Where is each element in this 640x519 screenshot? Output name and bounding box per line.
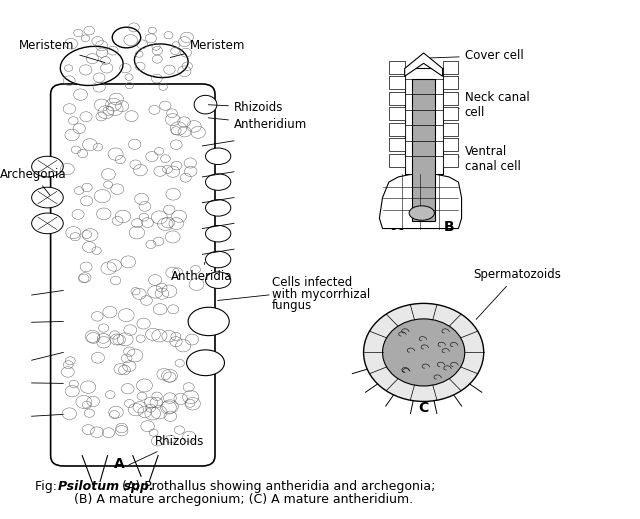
Ellipse shape <box>188 307 229 336</box>
Text: Fig:: Fig: <box>35 480 61 494</box>
Text: Meristem: Meristem <box>170 39 245 58</box>
Ellipse shape <box>205 251 231 268</box>
Polygon shape <box>389 138 404 151</box>
Polygon shape <box>443 61 458 74</box>
FancyBboxPatch shape <box>412 79 435 221</box>
Text: Spermatozoids: Spermatozoids <box>473 268 561 319</box>
Polygon shape <box>404 53 443 76</box>
Text: (B) A mature archegonium; (C) A mature antheridium.: (B) A mature archegonium; (C) A mature a… <box>74 493 413 506</box>
Ellipse shape <box>205 148 231 165</box>
Polygon shape <box>389 61 404 74</box>
Polygon shape <box>389 154 404 167</box>
Ellipse shape <box>205 272 231 289</box>
FancyBboxPatch shape <box>404 69 443 174</box>
Text: Meristem: Meristem <box>19 39 105 63</box>
Circle shape <box>194 95 217 114</box>
Text: Antheridia: Antheridia <box>171 262 232 283</box>
Polygon shape <box>389 76 404 89</box>
Ellipse shape <box>205 225 231 242</box>
Polygon shape <box>389 122 404 135</box>
Polygon shape <box>443 122 458 135</box>
Polygon shape <box>389 92 404 105</box>
Text: Cells infected: Cells infected <box>272 276 352 289</box>
Text: Neck canal
cell: Neck canal cell <box>447 91 529 119</box>
Polygon shape <box>389 107 404 120</box>
Ellipse shape <box>31 213 63 234</box>
Ellipse shape <box>60 46 123 86</box>
Text: Psilotum spp.: Psilotum spp. <box>58 480 154 494</box>
Ellipse shape <box>112 27 141 48</box>
Text: Cover cell: Cover cell <box>426 49 524 62</box>
Text: fungus: fungus <box>272 299 312 312</box>
Polygon shape <box>443 154 458 167</box>
Polygon shape <box>443 92 458 105</box>
Ellipse shape <box>186 350 225 376</box>
Polygon shape <box>443 76 458 89</box>
Text: Egg cell: Egg cell <box>383 214 429 230</box>
Ellipse shape <box>205 200 231 216</box>
Text: C: C <box>419 401 429 415</box>
Ellipse shape <box>31 156 63 177</box>
Ellipse shape <box>205 174 231 190</box>
Text: Rhizoids: Rhizoids <box>129 435 204 465</box>
Text: B: B <box>444 220 454 234</box>
Ellipse shape <box>31 187 63 208</box>
Text: Archegonia: Archegonia <box>0 168 67 195</box>
Text: Ventral
canal cell: Ventral canal cell <box>447 145 520 173</box>
Text: Rhizoids: Rhizoids <box>208 101 284 114</box>
Text: Antheridium: Antheridium <box>208 118 307 131</box>
Text: (A) Prothallus showing antheridia and archegonia;: (A) Prothallus showing antheridia and ar… <box>118 480 436 494</box>
Circle shape <box>383 319 465 386</box>
Polygon shape <box>443 138 458 151</box>
Ellipse shape <box>409 206 435 220</box>
Polygon shape <box>380 174 461 228</box>
FancyBboxPatch shape <box>51 84 215 466</box>
Polygon shape <box>443 107 458 120</box>
Text: with mycorrhizal: with mycorrhizal <box>272 288 370 301</box>
Text: A: A <box>114 457 125 471</box>
Ellipse shape <box>134 44 188 77</box>
Circle shape <box>364 304 484 402</box>
